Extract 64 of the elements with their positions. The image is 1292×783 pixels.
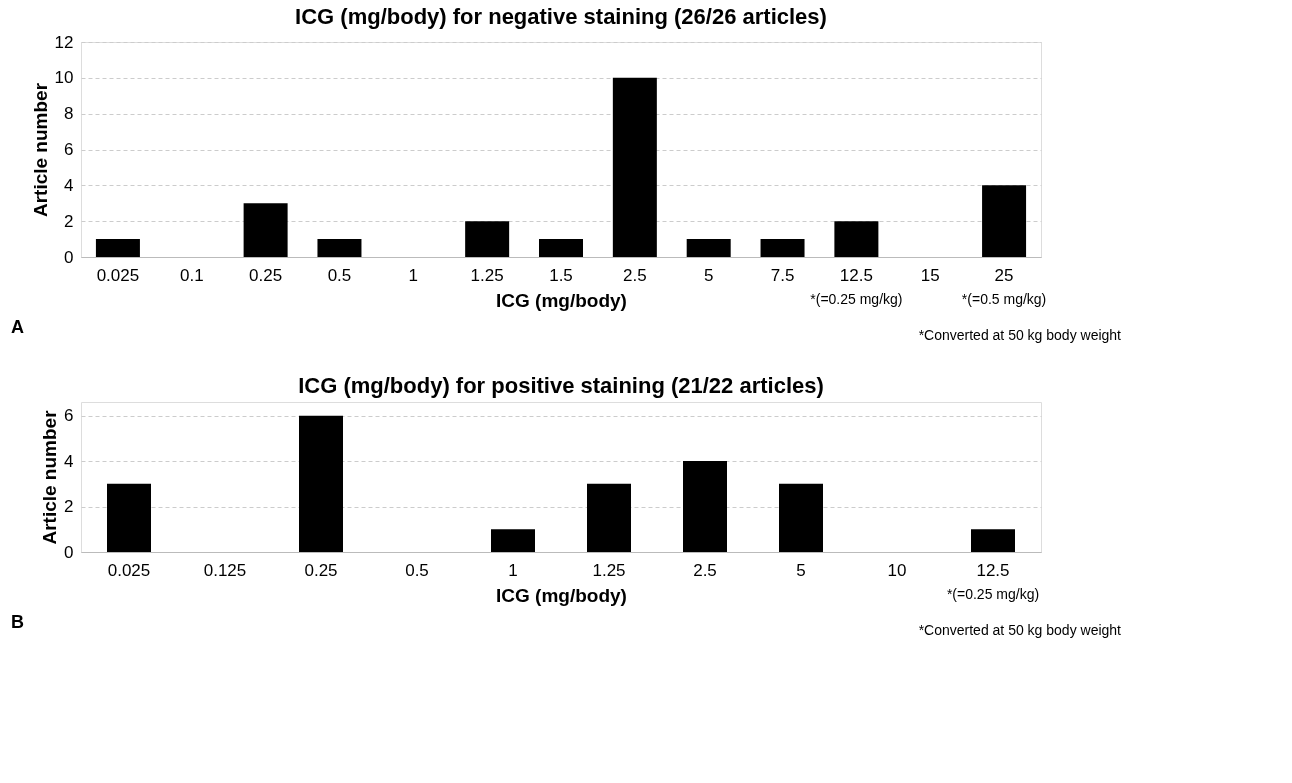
bar (95, 239, 140, 257)
bar (834, 221, 879, 257)
x-tick-label: 0.025 (96, 265, 140, 285)
y-axis-title: Article number (39, 409, 61, 545)
x-tick-label: 5 (796, 560, 806, 580)
bar (982, 185, 1027, 257)
x-tick-label: 1 (408, 265, 419, 285)
bar (779, 483, 823, 552)
x-tick-label: 10 (887, 560, 907, 580)
x-tick-label: 1.25 (592, 560, 626, 580)
x-tick-label: 0.1 (179, 265, 204, 285)
y-tick-label: 2 (64, 497, 74, 517)
x-tick-label: 1.5 (549, 265, 573, 285)
bar (317, 239, 362, 257)
x-tick-label: 25 (994, 265, 1014, 285)
x-tick-label: 0.5 (405, 560, 429, 580)
x-tick-label: 2.5 (693, 560, 717, 580)
bar (612, 77, 657, 257)
text: A (11, 317, 24, 337)
bar (299, 415, 343, 552)
x-tick-label: 7.5 (770, 265, 795, 285)
y-tick-label: 6 (64, 140, 74, 159)
x-tick-label: 1.25 (470, 265, 504, 285)
chart-title: ICG (mg/body) for positive staining (21/22 articles) (298, 373, 824, 398)
x-tick-label: 0.25 (304, 560, 338, 580)
bar (587, 483, 631, 552)
bar (465, 221, 510, 257)
x-axis-title: ICG (mg/body) (496, 584, 627, 606)
bar (760, 239, 805, 257)
y-tick-label: 0 (64, 542, 74, 562)
text: *Converted at 50 kg body weight (918, 622, 1122, 638)
text: *(=0.25 mg/kg) (946, 586, 1040, 602)
y-tick-label: 4 (64, 175, 74, 195)
bar (683, 461, 727, 552)
x-tick-label: 0.025 (107, 560, 151, 580)
bar (491, 529, 535, 552)
x-tick-label: 2.5 (623, 265, 647, 285)
bar (243, 203, 288, 257)
text: *(=0.5 mg/kg) (961, 291, 1047, 307)
x-tick-label: 1 (508, 560, 518, 580)
y-tick-label: 0 (64, 247, 74, 267)
text: *(=0.25 mg/kg) (810, 291, 903, 307)
y-tick-label: 10 (54, 68, 74, 88)
y-tick-label: 2 (64, 211, 74, 231)
x-tick-label: 12.5 (976, 560, 1010, 580)
bar (539, 239, 583, 257)
x-tick-label: 0.125 (203, 560, 247, 580)
x-axis-title: ICG (mg/body) (496, 289, 627, 311)
x-tick-label: 5 (703, 265, 714, 285)
y-tick-label: 4 (64, 451, 74, 471)
x-tick-label: 0.5 (327, 265, 352, 285)
y-tick-label: 12 (54, 32, 74, 52)
y-tick-label: 8 (64, 104, 74, 124)
y-tick-label: 6 (64, 406, 74, 426)
y-axis-title: Article number (29, 82, 51, 218)
text: B (11, 612, 24, 632)
bar (686, 239, 731, 257)
chart-title: ICG (mg/body) for negative staining (26/26 articles) (295, 4, 827, 29)
text: *Converted at 50 kg body weight (918, 327, 1122, 343)
bar (971, 529, 1015, 552)
x-tick-label: 15 (920, 265, 940, 285)
x-tick-label: 0.25 (249, 265, 283, 285)
x-tick-label: 12.5 (839, 265, 873, 285)
bar (107, 483, 151, 552)
